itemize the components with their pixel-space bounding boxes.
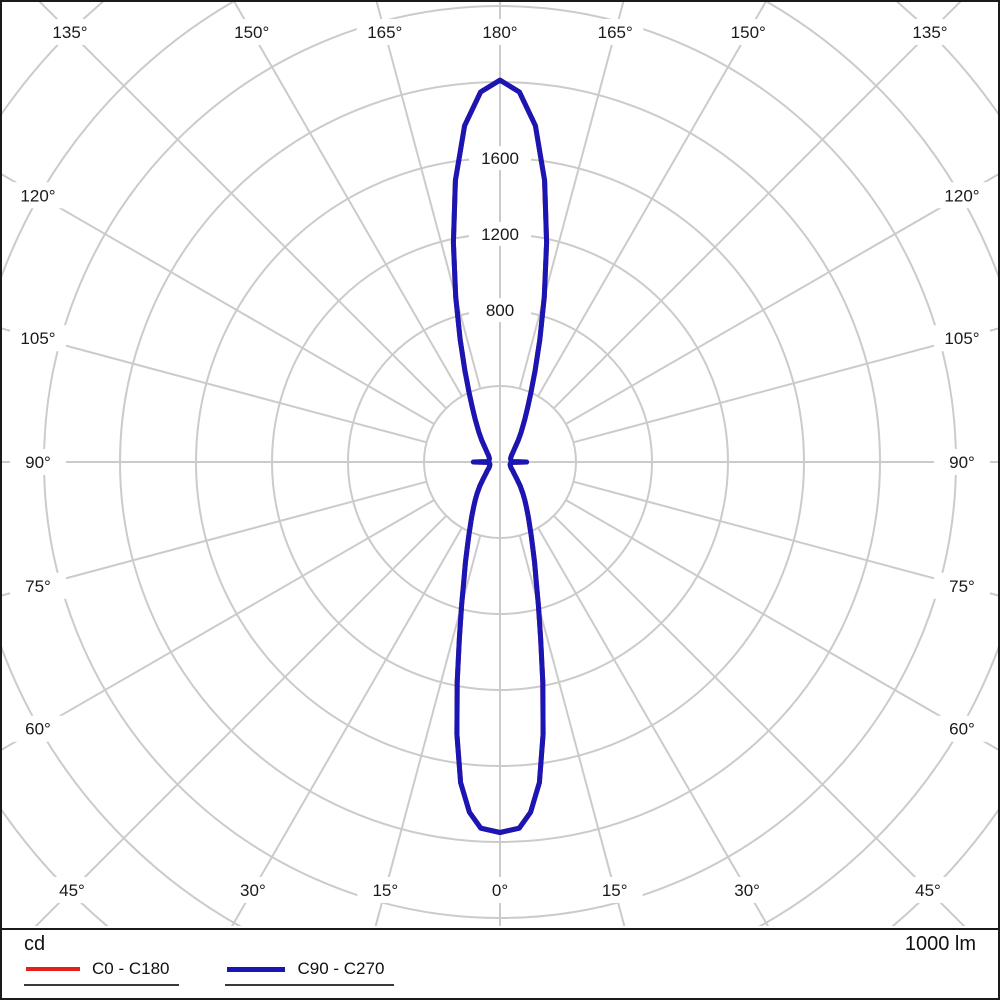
- svg-text:120°: 120°: [944, 186, 979, 205]
- svg-text:120°: 120°: [20, 186, 55, 205]
- c90-c270-line-swatch: [227, 966, 286, 972]
- svg-text:150°: 150°: [731, 23, 766, 42]
- svg-text:150°: 150°: [234, 23, 269, 42]
- chart-footer: cd 1000 lm C0 - C180 C90 - C270: [2, 930, 998, 998]
- svg-text:45°: 45°: [59, 881, 85, 900]
- svg-text:1200: 1200: [481, 225, 519, 244]
- svg-text:105°: 105°: [20, 329, 55, 348]
- svg-text:30°: 30°: [240, 881, 266, 900]
- svg-text:105°: 105°: [944, 329, 979, 348]
- polar-chart: 800 1200 1600 0° 15° 15° 30° 30° 45° 45° 60° 60° 75°…: [2, 2, 998, 926]
- svg-text:30°: 30°: [734, 881, 760, 900]
- svg-text:45°: 45°: [915, 881, 941, 900]
- svg-text:15°: 15°: [602, 881, 628, 900]
- svg-text:800: 800: [486, 301, 514, 320]
- svg-text:165°: 165°: [598, 23, 633, 42]
- svg-text:15°: 15°: [372, 881, 398, 900]
- svg-text:75°: 75°: [949, 577, 975, 596]
- svg-text:135°: 135°: [912, 23, 947, 42]
- legend: C0 - C180 C90 - C270: [24, 959, 976, 986]
- legend-item-c90-c270: C90 - C270: [225, 959, 395, 986]
- svg-text:1600: 1600: [481, 149, 519, 168]
- legend-label-c0-c180: C0 - C180: [92, 959, 170, 978]
- svg-text:75°: 75°: [25, 577, 51, 596]
- svg-text:0°: 0°: [492, 881, 508, 900]
- legend-label-c90-c270: C90 - C270: [297, 959, 385, 978]
- units-row: cd 1000 lm: [24, 933, 976, 956]
- c0-c180-line-swatch: [26, 967, 80, 971]
- legend-item-c0-c180: C0 - C180: [24, 959, 180, 986]
- svg-text:90°: 90°: [949, 453, 975, 472]
- svg-text:135°: 135°: [52, 23, 87, 42]
- units-cd-label: cd: [24, 933, 46, 955]
- svg-text:90°: 90°: [25, 453, 51, 472]
- svg-text:60°: 60°: [949, 720, 975, 739]
- svg-text:165°: 165°: [367, 23, 402, 42]
- lumen-output-label: 1000 lm: [904, 933, 976, 955]
- svg-text:180°: 180°: [482, 23, 517, 42]
- svg-text:60°: 60°: [25, 720, 51, 739]
- polar-chart-area: 800 1200 1600 0° 15° 15° 30° 30° 45° 45° 60° 60° 75°…: [2, 2, 998, 930]
